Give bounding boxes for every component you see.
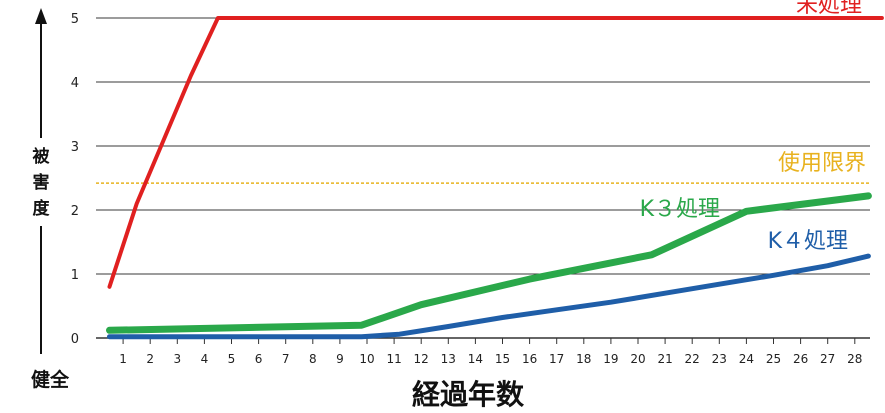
x-tick-label-15: 15 (495, 352, 510, 366)
x-tick-label-5: 5 (228, 352, 236, 366)
x-axis-label: 経過年数 (412, 378, 525, 411)
x-tick-label-20: 20 (630, 352, 645, 366)
x-tick-label-1: 1 (119, 352, 127, 366)
y-axis-label-char-1: 被 (33, 146, 50, 167)
x-tick-label-24: 24 (739, 352, 754, 366)
y-bottom-label: 健全 (31, 368, 70, 391)
x-tick-label-25: 25 (766, 352, 781, 366)
x-tick-labels: 1 2 3 4 5 6 7 8 9 10 11 12 13 14 15 16 17 18 19 20 21 22 23 24 2… (119, 338, 862, 366)
series-line-1 (107, 16, 884, 289)
x-tick-label-9: 9 (336, 352, 344, 366)
y-tick-label-3: 3 (71, 140, 79, 155)
x-tick-label-26: 26 (793, 352, 808, 366)
y-tick-label-5: 5 (71, 12, 79, 27)
series-line-2 (106, 192, 872, 334)
series-labels: 未処理 K３処理 K４処理 使用限界 (640, 0, 866, 254)
series-label-2: K３処理 (640, 197, 720, 222)
y-axis-label-char-2: 害 (33, 172, 50, 193)
x-tick-label-8: 8 (309, 352, 317, 366)
y-tick-label-4: 4 (71, 76, 79, 91)
x-tick-label-28: 28 (847, 352, 862, 366)
x-tick-label-27: 27 (820, 352, 835, 366)
y-axis-label-char-3: 度 (33, 198, 51, 219)
x-tick-label-4: 4 (201, 352, 209, 366)
y-tick-label-0: 0 (71, 332, 79, 347)
reference-line-label: 使用限界 (778, 151, 866, 176)
x-tick-label-6: 6 (255, 352, 263, 366)
x-tick-label-11: 11 (386, 352, 401, 366)
x-tick-label-10: 10 (359, 352, 374, 366)
x-tick-label-23: 23 (712, 352, 727, 366)
x-tick-label-12: 12 (414, 352, 429, 366)
x-tick-label-17: 17 (549, 352, 564, 366)
series-line-3 (107, 253, 871, 340)
y-tick-label-2: 2 (71, 204, 79, 219)
series-label-1: 未処理 (796, 0, 862, 18)
x-tick-label-2: 2 (146, 352, 154, 366)
axes (35, 8, 870, 354)
x-tick-label-22: 22 (685, 352, 700, 366)
y-tick-label-1: 1 (71, 268, 79, 283)
x-tick-label-19: 19 (603, 352, 618, 366)
x-tick-label-16: 16 (522, 352, 537, 366)
y-tick-labels: 0 1 2 3 4 5 (71, 12, 79, 347)
y-arrow-head (35, 8, 47, 24)
series-lines (106, 16, 884, 340)
x-tick-label-18: 18 (576, 352, 591, 366)
series-label-3: K４処理 (768, 229, 848, 254)
grid (96, 17, 870, 275)
x-tick-label-13: 13 (441, 352, 456, 366)
x-tick-label-7: 7 (282, 352, 290, 366)
x-tick-label-14: 14 (468, 352, 483, 366)
x-tick-label-3: 3 (173, 352, 181, 366)
x-tick-label-21: 21 (657, 352, 672, 366)
